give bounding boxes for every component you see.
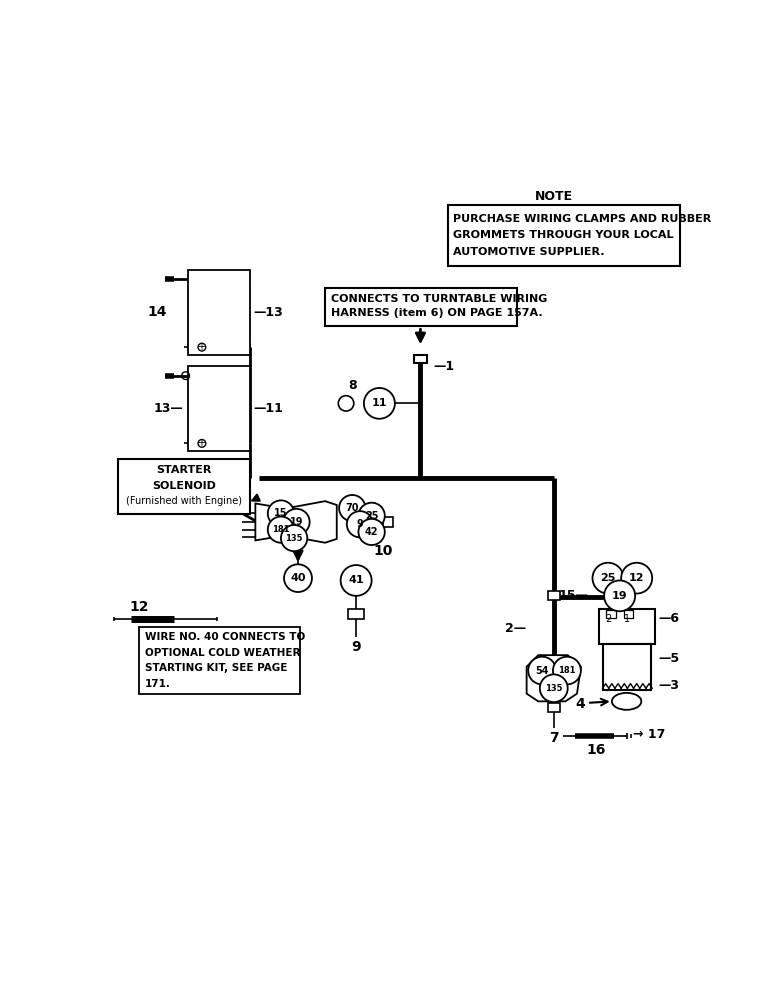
Text: STARTING KIT, SEE PAGE: STARTING KIT, SEE PAGE xyxy=(144,663,287,673)
Bar xyxy=(603,644,651,690)
Text: 11: 11 xyxy=(371,398,387,408)
Text: GROMMETS THROUGH YOUR LOCAL: GROMMETS THROUGH YOUR LOCAL xyxy=(453,231,673,240)
Text: 54: 54 xyxy=(535,666,549,676)
Text: 9: 9 xyxy=(357,519,364,529)
Text: —3: —3 xyxy=(659,679,679,692)
Polygon shape xyxy=(527,655,581,701)
Polygon shape xyxy=(292,501,337,543)
Text: 10: 10 xyxy=(374,544,393,558)
Text: 9: 9 xyxy=(351,640,361,654)
Text: STARTER: STARTER xyxy=(157,465,212,475)
Circle shape xyxy=(340,565,371,596)
Text: 1: 1 xyxy=(624,614,630,624)
Circle shape xyxy=(358,519,384,545)
Bar xyxy=(415,355,427,363)
Text: HARNESS (item 6) ON PAGE 157A.: HARNESS (item 6) ON PAGE 157A. xyxy=(330,308,542,318)
Text: 25: 25 xyxy=(365,511,378,521)
Circle shape xyxy=(364,388,394,419)
Text: 40: 40 xyxy=(290,573,306,583)
Text: 4: 4 xyxy=(575,697,584,711)
Text: 42: 42 xyxy=(365,527,378,537)
Text: 14: 14 xyxy=(147,306,167,320)
Text: —11: —11 xyxy=(254,402,283,415)
Text: —1: —1 xyxy=(434,360,455,373)
Text: 2—: 2— xyxy=(506,622,527,635)
Circle shape xyxy=(281,525,307,551)
Bar xyxy=(624,610,633,618)
Text: 13—: 13— xyxy=(153,402,183,415)
Bar xyxy=(139,627,300,694)
Text: 41: 41 xyxy=(348,575,364,585)
Circle shape xyxy=(528,657,556,684)
Bar xyxy=(188,366,250,451)
Bar xyxy=(118,459,250,514)
Text: CONNECTS TO TURNTABLE WIRING: CONNECTS TO TURNTABLE WIRING xyxy=(330,294,547,304)
Bar xyxy=(599,609,655,644)
Text: 25: 25 xyxy=(601,573,616,583)
Text: 19: 19 xyxy=(612,591,628,601)
Bar xyxy=(547,703,560,712)
Text: 8: 8 xyxy=(348,379,357,392)
Text: 181: 181 xyxy=(273,525,290,534)
Text: —6: —6 xyxy=(659,612,679,625)
Circle shape xyxy=(358,503,384,529)
Text: 15: 15 xyxy=(274,508,288,518)
Circle shape xyxy=(284,564,312,592)
Circle shape xyxy=(553,657,581,684)
Text: 12: 12 xyxy=(130,600,149,614)
Text: 7: 7 xyxy=(549,731,559,745)
Bar xyxy=(383,517,392,527)
Bar xyxy=(188,270,250,355)
Text: +: + xyxy=(198,342,205,352)
Bar xyxy=(547,591,560,600)
Text: 181: 181 xyxy=(558,666,576,675)
Text: 15—: 15— xyxy=(559,589,588,602)
Text: 135: 135 xyxy=(286,534,303,543)
Text: PURCHASE WIRING CLAMPS AND RUBBER: PURCHASE WIRING CLAMPS AND RUBBER xyxy=(453,214,711,224)
Circle shape xyxy=(283,509,310,535)
Circle shape xyxy=(592,563,624,594)
Circle shape xyxy=(338,396,354,411)
Circle shape xyxy=(604,580,635,611)
Circle shape xyxy=(621,563,652,594)
Circle shape xyxy=(339,495,365,521)
Text: WIRE NO. 40 CONNECTS TO: WIRE NO. 40 CONNECTS TO xyxy=(144,632,305,642)
Text: OPTIONAL COLD WEATHER: OPTIONAL COLD WEATHER xyxy=(144,648,300,658)
Circle shape xyxy=(347,511,373,537)
Circle shape xyxy=(268,517,294,543)
Text: SOLENOID: SOLENOID xyxy=(152,481,216,491)
Text: 19: 19 xyxy=(290,517,303,527)
Circle shape xyxy=(268,500,294,527)
Bar xyxy=(348,609,364,619)
Text: —13: —13 xyxy=(254,306,283,319)
Text: → 17: → 17 xyxy=(633,728,665,741)
Text: 135: 135 xyxy=(545,684,563,693)
Polygon shape xyxy=(256,503,292,540)
Ellipse shape xyxy=(612,693,642,710)
Text: 2: 2 xyxy=(605,614,611,624)
Text: NOTE: NOTE xyxy=(535,190,573,204)
Text: 171.: 171. xyxy=(144,679,171,689)
Text: —5: —5 xyxy=(659,652,679,666)
Text: 70: 70 xyxy=(346,503,359,513)
Text: AUTOMOTIVE SUPPLIER.: AUTOMOTIVE SUPPLIER. xyxy=(453,247,604,257)
Bar xyxy=(607,610,616,618)
Text: (Furnished with Engine): (Furnished with Engine) xyxy=(126,496,242,506)
Circle shape xyxy=(540,674,567,702)
Bar xyxy=(325,288,517,326)
Text: 16: 16 xyxy=(587,743,606,757)
Bar xyxy=(448,205,680,266)
Text: 12: 12 xyxy=(629,573,645,583)
Text: +: + xyxy=(198,438,205,448)
